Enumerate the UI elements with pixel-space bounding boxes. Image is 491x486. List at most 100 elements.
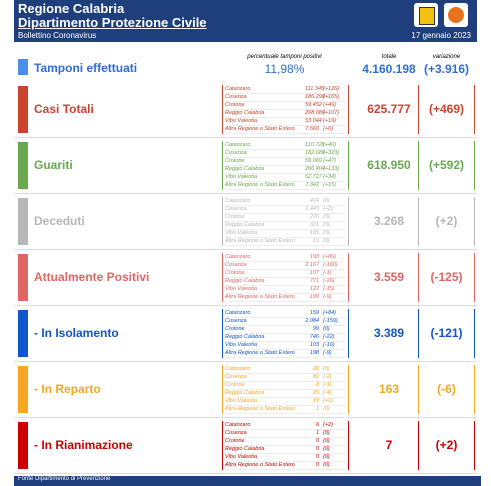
region-name: Catanzaro [225,366,251,372]
region-name: Altra Regione o Stato Estero [225,126,295,132]
divider [358,141,419,190]
region-value: 111.345 [305,86,325,92]
region-row: Reggio Calabria 746 (-22) [225,334,346,342]
region-name: Cosenza [225,206,247,212]
region-row: Crotone 59.452 (+46) [225,102,346,110]
region-value: 1 [315,406,319,412]
region-change: (0) [323,326,330,332]
region-change: (+165) [323,94,340,100]
region-row: Vibo Valentia 122 (-15) [225,286,346,294]
section-label: - In Reparto [34,382,101,396]
region-change: (0) [323,214,330,220]
bar [18,422,28,469]
region-value: 0 [315,454,319,460]
bar [18,198,28,245]
footer: Fonte Dipartimento di Prevenzione [14,476,481,486]
region-row: Catanzaro 424 (0) [225,198,346,206]
region-row: Vibo Valentia 52.727 (+34) [225,174,346,182]
bar [18,254,28,301]
caption: totale [381,54,397,60]
region-change: (+126) [323,86,340,92]
region-value: 0 [315,462,319,468]
section: Casi Totali Catanzaro 111.345 (+126) Cosenza… [14,82,477,138]
region-name: Altra Regione o Stato Estero [225,294,295,300]
region-value: 25 [312,390,319,396]
region-change: (-1) [323,270,332,276]
region-change: (+47) [323,158,336,164]
region-change: (0) [323,462,330,468]
region-change: (0) [323,230,330,236]
region-row: Cosenza 182.680 (+323) [225,150,346,158]
region-value: 0 [315,446,319,452]
divider [358,85,419,134]
region-value: 99 [312,326,319,332]
region-change: (0) [323,446,330,452]
section-label: Guariti [34,158,73,172]
region-name: Reggio Calabria [225,334,265,340]
section-label: - In Isolamento [34,326,119,340]
region-row: Catanzaro 28 (0) [225,366,346,374]
region-name: Catanzaro [225,254,251,260]
region-name: Crotone [225,270,245,276]
region-name: Cosenza [225,318,247,324]
region-name: Cosenza [225,430,247,436]
region-change: (0) [323,406,330,412]
region-row: Cosenza 1 (0) [225,430,346,438]
region-name: Reggio Calabria [225,222,265,228]
region-value: 59.452 [305,102,322,108]
region-row: Crotone 107 (-1) [225,270,346,278]
region-name: Vibo Valentia [225,286,258,292]
section-label: Deceduti [34,214,85,228]
region-value: 182.680 [305,150,325,156]
region-row: Cosenza 186.290 (+165) [225,94,346,102]
region-row: Altra Regione o Stato Estero 0 (0) [225,462,346,470]
region-name: Catanzaro [225,142,251,148]
region-value: 53.044 [305,118,322,124]
section-total: 625.777 [367,102,411,116]
region-value: 195 [309,230,319,236]
region-value: 2.167 [305,262,319,268]
region-name: Vibo Valentia [225,398,258,404]
region-name: Vibo Valentia [225,230,258,236]
region-name: Crotone [225,214,245,220]
region-change: (-160) [323,262,338,268]
region-name: Vibo Valentia [225,174,258,180]
region-change: (+34) [323,174,336,180]
region-value: 186.290 [305,94,325,100]
region-name: Vibo Valentia [225,342,258,348]
region-row: Catanzaro 111.345 (+126) [225,86,346,94]
region-row: Reggio Calabria 771 (-26) [225,278,346,286]
bar [18,142,28,189]
region-name: Crotone [225,158,245,164]
divider [418,365,475,414]
region-value: 59.069 [305,158,322,164]
bar [18,366,28,413]
region-value: 198 [309,350,319,356]
region-change: (-26) [323,278,335,284]
region-row: Vibo Valentia 103 (-16) [225,342,346,350]
region-row: Cosenza 2.167 (-160) [225,262,346,270]
region-change: (-9) [323,294,332,300]
section-total: 618.950 [367,158,411,172]
region-row: Altra Regione o Stato Estero 19 (0) [225,238,346,246]
region-change: (+86) [323,254,336,260]
region-value: 7.342 [305,182,319,188]
region-row: Vibo Valentia 53.044 (+19) [225,118,346,126]
bar [18,310,28,357]
region-change: (+15) [323,182,336,188]
region-row: Altra Regione o Stato Estero 199 (-9) [225,294,346,302]
caption: variazione [432,54,461,60]
region-row: Vibo Valentia 195 (0) [225,230,346,238]
region-value: 193 [309,254,319,260]
region-row: Altra Regione o Stato Estero 1 (0) [225,406,346,414]
region-name: Cosenza [225,150,247,156]
region-value: 122 [309,286,319,292]
region-value: 19 [312,398,319,404]
region-row: Reggio Calabria 25 (-4) [225,390,346,398]
divider [358,421,419,470]
percent: 11,98% [264,62,305,76]
region-name: Altra Regione o Stato Estero [225,182,295,188]
region-change: (+133) [323,166,340,172]
bar [18,59,28,75]
region-value: 159 [309,310,319,316]
